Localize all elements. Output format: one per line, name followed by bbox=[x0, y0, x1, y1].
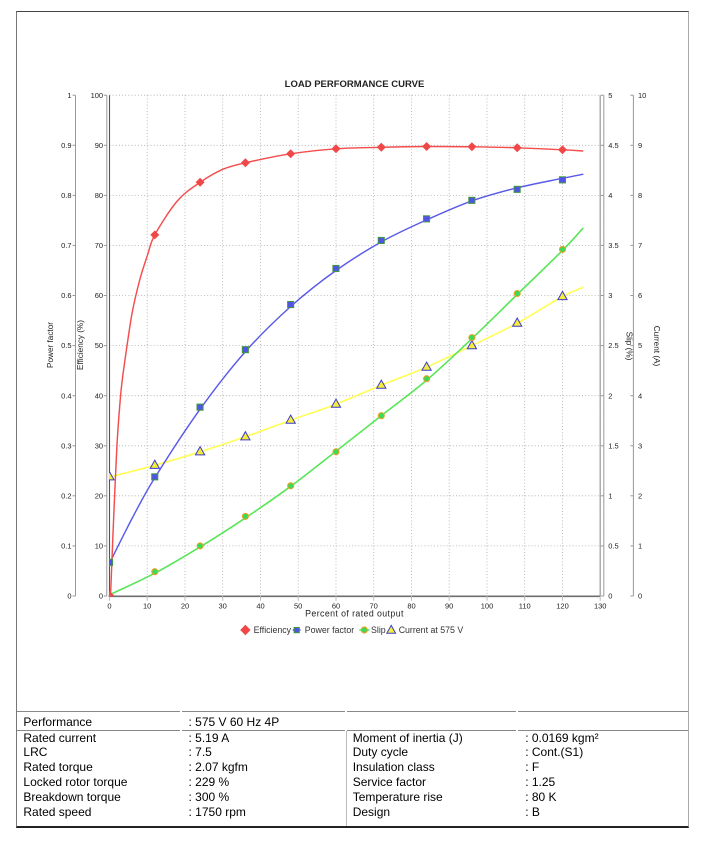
svg-text:0: 0 bbox=[107, 601, 111, 610]
svg-text:20: 20 bbox=[95, 491, 103, 500]
svg-text:1.5: 1.5 bbox=[608, 441, 618, 450]
svg-text:0.7: 0.7 bbox=[61, 241, 71, 250]
svg-text:0.9: 0.9 bbox=[61, 141, 71, 150]
svg-text:60: 60 bbox=[332, 601, 340, 610]
svg-text:30: 30 bbox=[219, 601, 227, 610]
svg-text:8: 8 bbox=[638, 191, 642, 200]
svg-text:0.8: 0.8 bbox=[61, 191, 71, 200]
svg-text:5: 5 bbox=[608, 91, 612, 100]
svg-text:Slip: Slip bbox=[371, 625, 386, 635]
svg-text:1: 1 bbox=[608, 491, 612, 500]
svg-text:Power factor: Power factor bbox=[46, 322, 55, 368]
svg-text:90: 90 bbox=[445, 601, 453, 610]
svg-text:50: 50 bbox=[95, 341, 103, 350]
svg-text:1: 1 bbox=[638, 542, 642, 551]
svg-text:110: 110 bbox=[519, 601, 531, 610]
svg-text:Power factor: Power factor bbox=[305, 625, 354, 635]
svg-text:Efficiency (%): Efficiency (%) bbox=[76, 320, 85, 370]
svg-text:1: 1 bbox=[67, 91, 71, 100]
svg-text:3: 3 bbox=[638, 441, 642, 450]
svg-text:0.2: 0.2 bbox=[61, 491, 71, 500]
svg-text:90: 90 bbox=[95, 141, 103, 150]
svg-text:LOAD PERFORMANCE CURVE: LOAD PERFORMANCE CURVE bbox=[285, 79, 425, 90]
svg-text:30: 30 bbox=[95, 441, 103, 450]
svg-text:3.5: 3.5 bbox=[608, 241, 618, 250]
svg-text:10: 10 bbox=[95, 542, 103, 551]
svg-text:4.5: 4.5 bbox=[608, 141, 618, 150]
svg-text:3: 3 bbox=[608, 291, 612, 300]
svg-text:0.1: 0.1 bbox=[61, 542, 71, 551]
svg-text:0.4: 0.4 bbox=[61, 391, 71, 400]
svg-text:9: 9 bbox=[638, 141, 642, 150]
svg-text:0: 0 bbox=[99, 592, 103, 601]
svg-text:2: 2 bbox=[608, 391, 612, 400]
svg-text:0.5: 0.5 bbox=[608, 542, 618, 551]
svg-text:0.6: 0.6 bbox=[61, 291, 71, 300]
svg-text:0: 0 bbox=[638, 592, 642, 601]
svg-text:130: 130 bbox=[594, 601, 607, 610]
svg-text:10: 10 bbox=[638, 91, 646, 100]
svg-text:40: 40 bbox=[256, 601, 264, 610]
svg-text:Slip (%): Slip (%) bbox=[625, 332, 634, 361]
svg-text:0: 0 bbox=[608, 592, 612, 601]
svg-text:100: 100 bbox=[481, 601, 494, 610]
svg-text:Efficiency: Efficiency bbox=[254, 625, 292, 635]
svg-text:Current at 575 V: Current at 575 V bbox=[399, 625, 464, 635]
svg-text:6: 6 bbox=[638, 291, 642, 300]
svg-text:60: 60 bbox=[95, 291, 103, 300]
svg-text:Percent of rated output: Percent of rated output bbox=[305, 609, 404, 619]
svg-text:0: 0 bbox=[67, 592, 71, 601]
svg-text:4: 4 bbox=[608, 191, 612, 200]
svg-text:100: 100 bbox=[91, 91, 104, 100]
svg-text:70: 70 bbox=[95, 241, 103, 250]
svg-text:70: 70 bbox=[370, 601, 378, 610]
svg-text:2: 2 bbox=[638, 491, 642, 500]
svg-text:0.3: 0.3 bbox=[61, 441, 71, 450]
svg-text:80: 80 bbox=[95, 191, 103, 200]
svg-text:Current (A): Current (A) bbox=[652, 326, 661, 367]
svg-text:120: 120 bbox=[556, 601, 569, 610]
svg-text:20: 20 bbox=[181, 601, 189, 610]
svg-text:50: 50 bbox=[294, 601, 302, 610]
svg-text:80: 80 bbox=[407, 601, 415, 610]
svg-text:4: 4 bbox=[638, 391, 642, 400]
svg-text:40: 40 bbox=[95, 391, 103, 400]
svg-text:7: 7 bbox=[638, 241, 642, 250]
svg-text:5: 5 bbox=[638, 341, 642, 350]
svg-text:10: 10 bbox=[143, 601, 151, 610]
svg-text:0.5: 0.5 bbox=[61, 341, 71, 350]
svg-text:2.5: 2.5 bbox=[608, 341, 618, 350]
